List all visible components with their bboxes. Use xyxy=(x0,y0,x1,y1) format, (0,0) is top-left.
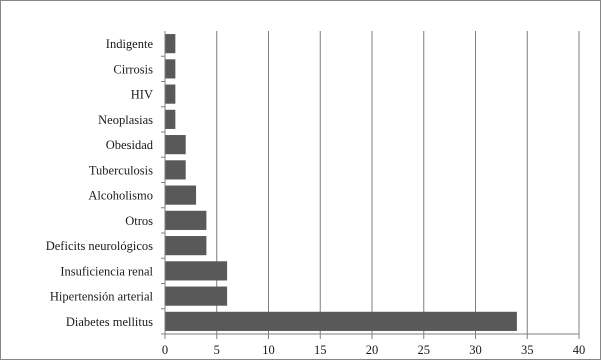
x-tick-label: 0 xyxy=(162,343,168,357)
category-label: Insuficiencia renal xyxy=(60,264,153,278)
category-labels: Diabetes mellitus Hipertensión arterial In… xyxy=(46,37,154,329)
bar xyxy=(165,34,176,54)
x-tick-labels: 0 5 10 15 20 25 30 35 40 xyxy=(162,343,585,357)
x-tick-label: 20 xyxy=(366,343,379,357)
bar xyxy=(165,84,176,104)
category-label: Diabetes mellitus xyxy=(66,315,153,329)
bar xyxy=(165,261,228,281)
bar xyxy=(165,210,207,230)
category-label: Indigente xyxy=(106,37,154,51)
bar xyxy=(165,286,228,306)
x-tick-label: 15 xyxy=(314,343,327,357)
bar xyxy=(165,135,186,155)
bar xyxy=(165,109,176,129)
category-label: Cirrosis xyxy=(113,62,153,76)
category-label: HIV xyxy=(131,88,153,102)
x-tick-label: 30 xyxy=(469,343,482,357)
bars xyxy=(165,34,517,331)
x-tick-label: 35 xyxy=(521,343,534,357)
x-tick-label: 25 xyxy=(418,343,431,357)
bar xyxy=(165,236,207,256)
category-label: Hipertensión arterial xyxy=(50,290,154,304)
category-label: Alcoholismo xyxy=(88,189,153,203)
x-tick-label: 10 xyxy=(262,343,275,357)
bar xyxy=(165,160,186,180)
x-tick-label: 5 xyxy=(214,343,220,357)
category-label: Neoplasias xyxy=(98,113,153,127)
bar xyxy=(165,185,197,205)
axes xyxy=(161,31,580,339)
bar xyxy=(165,59,176,79)
x-tick-label: 40 xyxy=(573,343,586,357)
category-label: Obesidad xyxy=(106,138,154,152)
bar xyxy=(165,311,517,331)
category-label: Tuberculosis xyxy=(89,163,153,177)
category-label: Otros xyxy=(125,214,153,228)
category-label: Deficits neurológicos xyxy=(46,239,153,253)
grid-lines xyxy=(216,31,580,334)
